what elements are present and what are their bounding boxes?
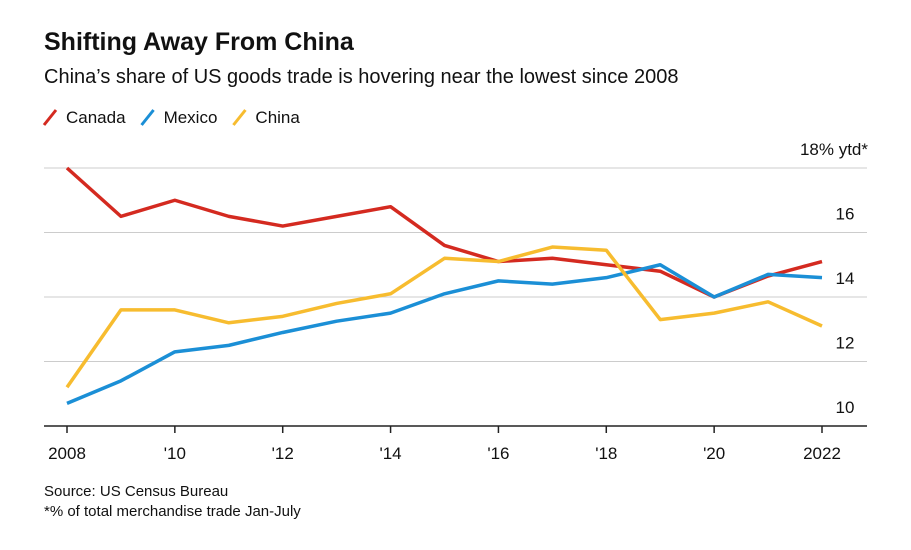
series-line xyxy=(65,245,823,389)
legend-swatch xyxy=(42,109,58,126)
chart-title: Shifting Away From China xyxy=(44,28,355,56)
chart-subtitle: China’s share of US goods trade is hover… xyxy=(44,66,678,88)
y-tick-label: 16 xyxy=(836,205,855,224)
x-tick-label: '12 xyxy=(272,444,294,463)
x-tick-label: 2022 xyxy=(803,444,841,463)
series-line xyxy=(66,263,823,406)
x-tick-label: '10 xyxy=(164,444,186,463)
legend-label: China xyxy=(255,108,300,127)
y-tick-label: 14 xyxy=(836,269,855,288)
series-line xyxy=(65,166,823,299)
x-tick-label: '18 xyxy=(595,444,617,463)
y-tick-label: 10 xyxy=(836,398,855,417)
footnote: *% of total merchandise trade Jan-July xyxy=(44,503,301,520)
source: Source: US Census Bureau xyxy=(44,483,228,500)
y-tick-label: 12 xyxy=(836,334,855,353)
x-tick-label: '16 xyxy=(487,444,509,463)
x-tick-label: '20 xyxy=(703,444,725,463)
legend-swatch xyxy=(140,109,155,126)
legend-label: Canada xyxy=(66,108,126,127)
x-tick-label: 2008 xyxy=(48,444,86,463)
x-tick-label: '14 xyxy=(379,444,401,463)
y-tick-label: 18% ytd* xyxy=(800,140,868,159)
legend-swatch xyxy=(232,109,247,126)
legend-label: Mexico xyxy=(164,108,218,127)
